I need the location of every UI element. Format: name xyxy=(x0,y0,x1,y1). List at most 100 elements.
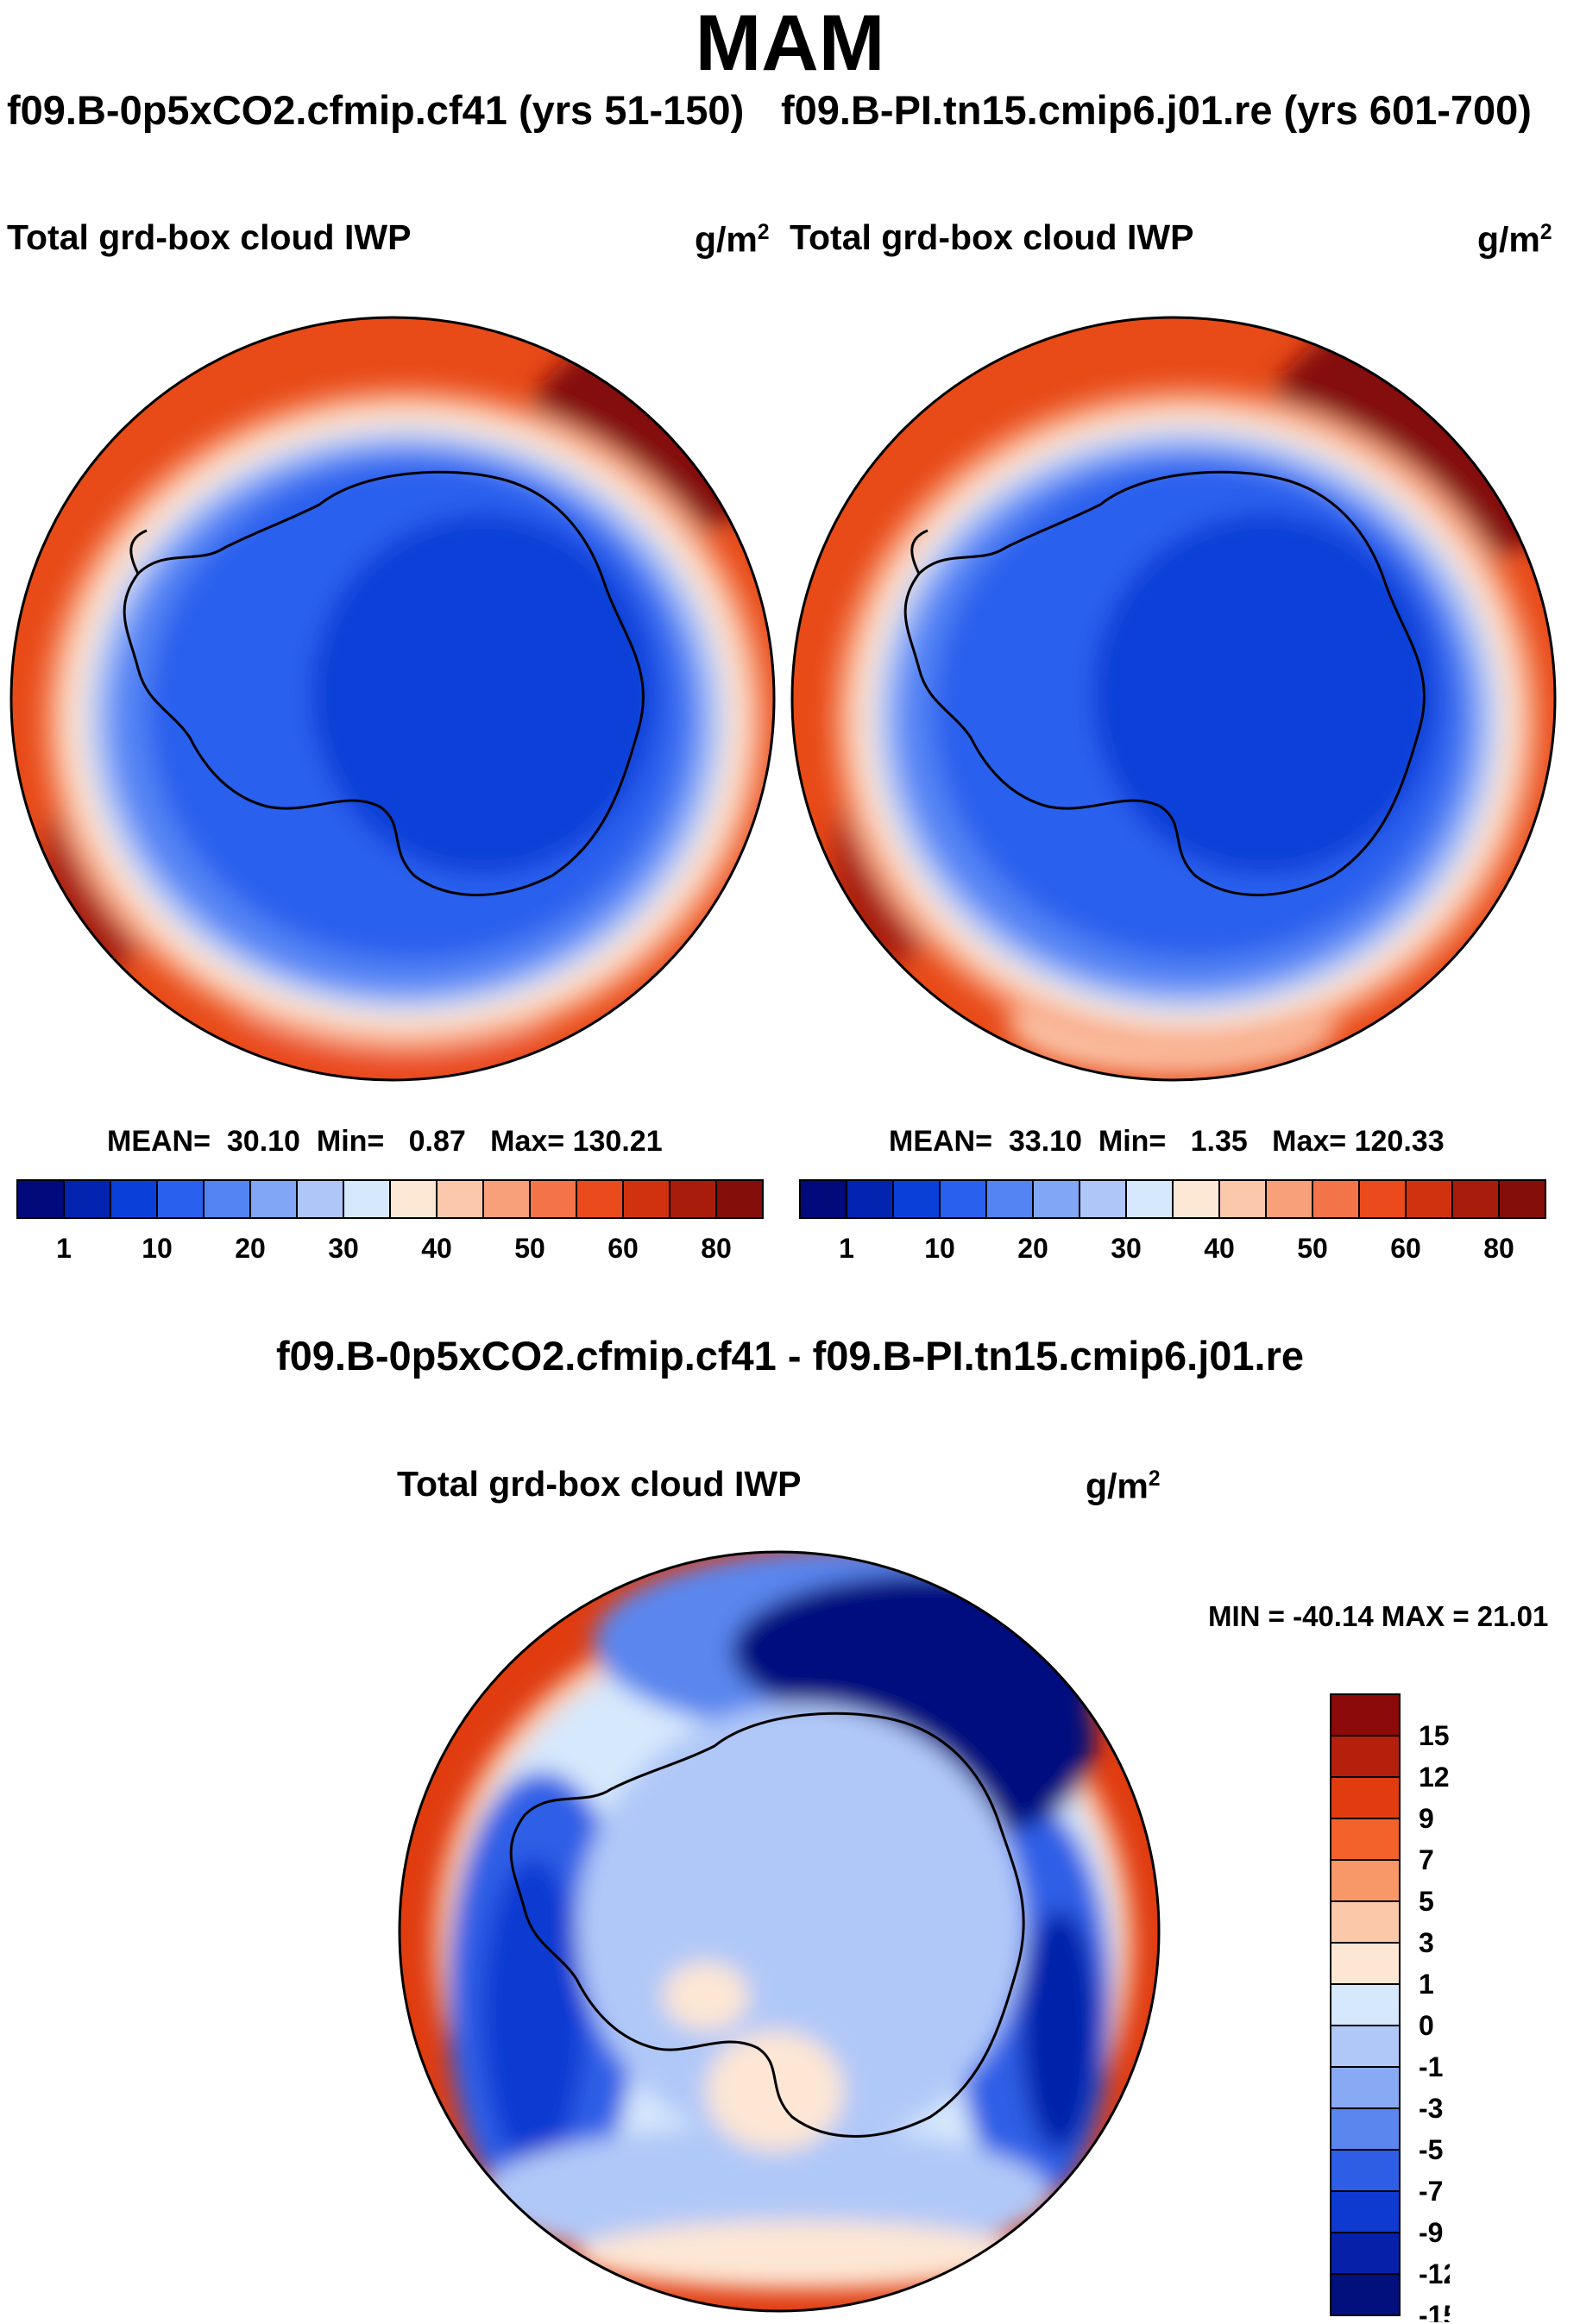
colorbar-tick-label: -1 xyxy=(1419,2051,1443,2082)
colorbar-swatch xyxy=(939,1179,987,1219)
figure-title: MAM xyxy=(695,0,885,87)
left-colorbar: 1 10 20 30 40 50 60 80 xyxy=(16,1179,764,1264)
colorbar-tick-label: 5 xyxy=(1419,1886,1434,1917)
colorbar-tick-label: -9 xyxy=(1419,2217,1443,2248)
colorbar-swatch xyxy=(1330,2232,1401,2275)
colorbar-swatch xyxy=(846,1179,894,1219)
left-colorbar-ticks: 1 10 20 30 40 50 60 80 xyxy=(56,1233,732,1264)
colorbar-tick-label: 60 xyxy=(607,1233,639,1264)
colorbar-tick-label: 1 xyxy=(56,1233,72,1264)
colorbar-swatch xyxy=(1330,2025,1401,2068)
colorbar-swatch xyxy=(1330,2149,1401,2192)
colorbar-tick-label: 30 xyxy=(1111,1233,1142,1264)
colorbar-swatch xyxy=(1498,1179,1546,1219)
colorbar-swatch xyxy=(1330,1776,1401,1819)
colorbar-tick-label: 1 xyxy=(839,1233,854,1264)
colorbar-swatch xyxy=(1312,1179,1360,1219)
difference-minmax: MIN = -40.14 MAX = 21.01 xyxy=(1208,1600,1549,1632)
colorbar-swatch xyxy=(389,1179,437,1219)
colorbar-swatch xyxy=(1218,1179,1267,1219)
left-colorbar-swatches xyxy=(16,1179,764,1219)
colorbar-tick-label: 10 xyxy=(924,1233,955,1264)
colorbar-swatch xyxy=(63,1179,111,1219)
right-variable-label: Total grd-box cloud IWP xyxy=(790,217,1194,257)
colorbar-swatch xyxy=(1358,1179,1407,1219)
colorbar-swatch xyxy=(343,1179,391,1219)
colorbar-tick-label: -12 xyxy=(1419,2258,1450,2289)
colorbar-tick-label: 20 xyxy=(235,1233,266,1264)
colorbar-tick-label: -3 xyxy=(1419,2093,1443,2124)
colorbar-swatch xyxy=(892,1179,941,1219)
colorbar-swatch xyxy=(110,1179,158,1219)
colorbar-swatch xyxy=(1265,1179,1313,1219)
colorbar-swatch xyxy=(1451,1179,1500,1219)
colorbar-tick-label: 40 xyxy=(1204,1233,1235,1264)
colorbar-swatch xyxy=(622,1179,670,1219)
colorbar-swatch xyxy=(1330,1693,1401,1737)
colorbar-swatch xyxy=(482,1179,531,1219)
left-run-header: f09.B-0p5xCO2.cfmip.cf41 (yrs 51-150) xyxy=(7,87,745,133)
colorbar-tick-label: 80 xyxy=(701,1233,732,1264)
colorbar-swatch xyxy=(1330,1735,1401,1778)
colorbar-swatch xyxy=(576,1179,624,1219)
colorbar-swatch xyxy=(1032,1179,1080,1219)
colorbar-swatch xyxy=(249,1179,298,1219)
colorbar-swatch xyxy=(1330,1818,1401,1861)
difference-map xyxy=(398,1550,1161,2313)
left-units-label: g/m2 xyxy=(695,219,770,260)
right-colorbar-swatches xyxy=(799,1179,1546,1219)
colorbar-swatch xyxy=(1079,1179,1127,1219)
colorbar-swatch xyxy=(156,1179,205,1219)
colorbar-tick-label: 40 xyxy=(421,1233,452,1264)
left-map xyxy=(9,316,776,1082)
difference-colorbar: 15 12 9 7 5 3 1 0 -1 -3 -5 -7 -9 -12 -15 xyxy=(1330,1693,1450,2322)
colorbar-tick-label: 30 xyxy=(328,1233,359,1264)
difference-units-label: g/m2 xyxy=(1086,1466,1161,1506)
colorbar-swatch xyxy=(1330,1942,1401,1985)
colorbar-swatch xyxy=(669,1179,717,1219)
right-map xyxy=(790,316,1557,1082)
colorbar-tick-label: 7 xyxy=(1419,1844,1434,1875)
colorbar-tick-label: 10 xyxy=(142,1233,173,1264)
colorbar-swatch xyxy=(985,1179,1034,1219)
colorbar-tick-label: 3 xyxy=(1419,1927,1434,1958)
colorbar-swatch xyxy=(799,1179,847,1219)
colorbar-tick-label: 12 xyxy=(1419,1762,1450,1793)
difference-colorbar-swatches xyxy=(1330,1693,1401,2316)
colorbar-swatch xyxy=(1330,1900,1401,1944)
colorbar-swatch xyxy=(1330,2190,1401,2233)
colorbar-tick-label: 0 xyxy=(1419,2010,1434,2041)
difference-header: f09.B-0p5xCO2.cfmip.cf41 - f09.B-PI.tn15… xyxy=(275,1333,1305,1379)
colorbar-swatch xyxy=(1330,2273,1401,2316)
colorbar-tick-label: -5 xyxy=(1419,2134,1443,2165)
colorbar-swatch xyxy=(1330,2066,1401,2109)
colorbar-swatch xyxy=(436,1179,484,1219)
colorbar-tick-label: -7 xyxy=(1419,2176,1443,2207)
colorbar-swatch xyxy=(715,1179,764,1219)
colorbar-swatch xyxy=(1172,1179,1220,1219)
difference-colorbar-ticks: 15 12 9 7 5 3 1 0 -1 -3 -5 -7 -9 -12 -15 xyxy=(1419,1720,1450,2322)
colorbar-tick-label: -15 xyxy=(1419,2300,1450,2322)
left-stats: MEAN= 30.10 Min= 0.87 Max= 130.21 xyxy=(107,1125,663,1158)
colorbar-swatch xyxy=(1125,1179,1174,1219)
colorbar-swatch xyxy=(203,1179,251,1219)
colorbar-tick-label: 20 xyxy=(1017,1233,1048,1264)
colorbar-tick-label: 80 xyxy=(1483,1233,1514,1264)
colorbar-tick-label: 50 xyxy=(514,1233,545,1264)
colorbar-tick-label: 60 xyxy=(1390,1233,1421,1264)
colorbar-swatch xyxy=(529,1179,577,1219)
right-units-label: g/m2 xyxy=(1477,219,1552,260)
colorbar-swatch xyxy=(1330,2107,1401,2151)
right-run-header: f09.B-PI.tn15.cmip6.j01.re (yrs 601-700) xyxy=(781,87,1532,133)
colorbar-swatch xyxy=(1330,1859,1401,1902)
colorbar-swatch xyxy=(1330,1983,1401,2026)
right-colorbar-ticks: 1 10 20 30 40 50 60 80 xyxy=(839,1233,1514,1264)
colorbar-swatch xyxy=(296,1179,344,1219)
colorbar-tick-label: 9 xyxy=(1419,1803,1434,1834)
colorbar-swatch xyxy=(1405,1179,1453,1219)
colorbar-swatch xyxy=(16,1179,65,1219)
colorbar-tick-label: 1 xyxy=(1419,1969,1434,2000)
colorbar-tick-label: 15 xyxy=(1419,1720,1450,1751)
difference-variable-label: Total grd-box cloud IWP xyxy=(397,1464,802,1504)
colorbar-tick-label: 50 xyxy=(1297,1233,1328,1264)
